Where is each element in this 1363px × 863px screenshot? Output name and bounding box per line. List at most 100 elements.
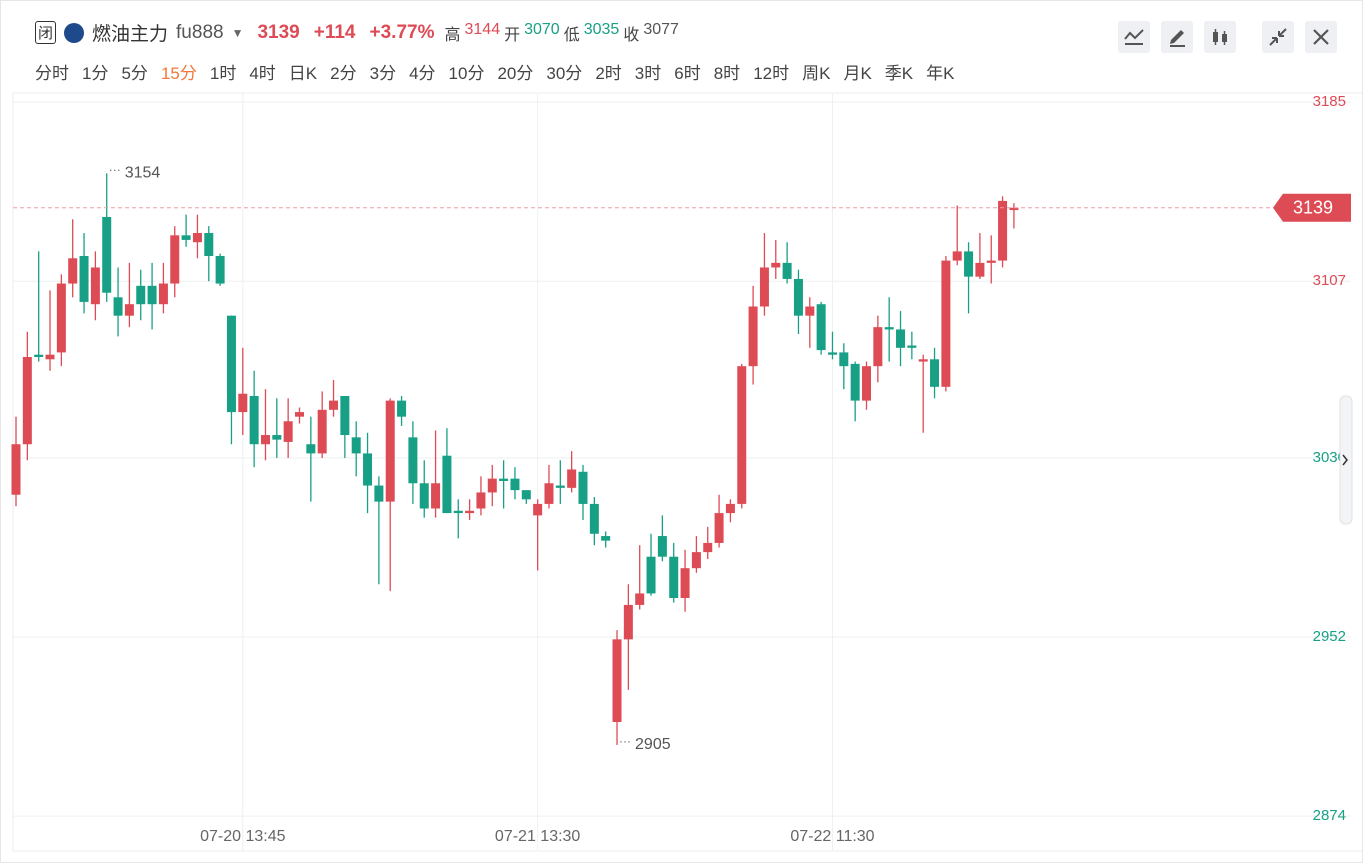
candle-body (850, 363, 860, 401)
candle-body (771, 262, 781, 268)
candle-body (589, 503, 599, 534)
extreme-label: 2905 (635, 736, 671, 753)
candle-body (272, 435, 282, 440)
candle-body (748, 306, 758, 367)
scroll-handle (1339, 395, 1353, 525)
timeframe-tab[interactable]: 20分 (497, 64, 534, 83)
stat-label: 低 (563, 26, 580, 44)
candle-body (759, 267, 769, 307)
last-price-badge (1273, 193, 1351, 222)
timeframe-tab[interactable]: 4分 (409, 64, 436, 83)
y-tick-label: 3030 (1313, 449, 1346, 466)
candle-type-button[interactable] (1204, 21, 1236, 53)
x-tick-label: 07-20 13:45 (200, 828, 286, 845)
timeframe-tab[interactable]: 2时 (595, 64, 622, 83)
draw-button[interactable] (1161, 21, 1193, 53)
candle-body (408, 437, 418, 484)
timeframe-tab[interactable]: 4时 (249, 64, 276, 83)
candle-body (737, 366, 747, 504)
candle-body (397, 400, 407, 417)
instrument-name[interactable]: 燃油主力 (92, 24, 169, 45)
candle-body (1009, 207, 1019, 211)
candle-body (725, 503, 735, 514)
timeframe-tab[interactable]: 周K (802, 64, 831, 83)
candle-body (34, 354, 44, 357)
timeframe-tab[interactable]: 日K (288, 64, 318, 83)
candle-body (793, 278, 803, 316)
timeframe-tab[interactable]: 15分 (160, 64, 197, 83)
timeframe-tab[interactable]: 1时 (209, 64, 237, 83)
candle-body (102, 216, 112, 293)
timeframe-tab[interactable]: 3分 (369, 64, 397, 83)
stat-value: 3070 (524, 20, 560, 38)
candle-body (873, 327, 883, 367)
timeframe-tab[interactable]: 2分 (330, 64, 357, 83)
candle-body (11, 444, 21, 495)
extreme-marker: ··· (619, 734, 631, 748)
candle-body (680, 568, 690, 599)
timeframe-tab[interactable]: 5分 (121, 64, 148, 83)
candle-body (385, 400, 395, 502)
last-price-label: 3139 (1293, 198, 1333, 218)
candle-body (340, 396, 350, 436)
stats: 高 3144 开 3070 低 3035 收 3077 (444, 21, 682, 45)
timeframe-tab[interactable]: 8时 (713, 64, 741, 83)
x-tick-label: 07-22 11:30 (790, 828, 874, 845)
candle-body (816, 304, 826, 351)
candle-body (226, 315, 236, 413)
candle-body (465, 510, 475, 514)
candle-body (249, 396, 259, 445)
y-tick-label: 3107 (1313, 272, 1346, 289)
candle-body (499, 478, 509, 481)
extreme-label: 3154 (125, 165, 161, 182)
candle-body (419, 483, 429, 509)
shrink-button[interactable] (1262, 21, 1294, 53)
candle-body (295, 412, 304, 417)
candle-body (918, 359, 928, 362)
candle-body (363, 453, 373, 486)
timeframe-tab[interactable]: 6时 (674, 64, 701, 83)
y-tick-label: 2952 (1313, 628, 1346, 645)
price: 3139 (257, 21, 300, 43)
candle-body (567, 469, 577, 488)
candle-body (986, 260, 996, 263)
change: +114 (313, 21, 356, 43)
timeframe-tab[interactable]: 3时 (634, 64, 662, 83)
instrument-code[interactable]: fu888 (176, 21, 224, 43)
candle-body (714, 513, 724, 543)
timeframe-tab[interactable]: 月K (843, 64, 872, 83)
close-button[interactable] (1305, 21, 1337, 53)
candle-body (623, 604, 633, 640)
timeframe-tab[interactable]: 1分 (82, 64, 109, 83)
candle-body (521, 490, 531, 500)
candle-body (215, 255, 225, 284)
timeframe-tab[interactable]: 分时 (35, 64, 69, 83)
candle-body (578, 471, 588, 504)
stat-label: 开 (504, 26, 521, 44)
timeframe-tab[interactable]: 季K (884, 64, 914, 83)
candle-body (964, 251, 974, 277)
indicator-button[interactable] (1118, 21, 1150, 53)
stat-value: 3144 (464, 20, 501, 38)
candle-body (351, 437, 361, 454)
timeframe-tab[interactable]: 年K (926, 64, 955, 83)
candle-body (862, 366, 871, 401)
candle-body (329, 400, 339, 410)
candle-body (907, 345, 917, 348)
candle-body (238, 393, 248, 413)
candle-body (453, 510, 463, 514)
candle-body (113, 297, 123, 316)
candle-body (975, 262, 985, 277)
candle-body (487, 478, 497, 493)
timeframe-tab[interactable]: 30分 (546, 64, 583, 83)
timeframe-tab[interactable]: 10分 (448, 64, 485, 83)
stat-label: 高 (444, 26, 461, 44)
y-tick-label: 3185 (1313, 93, 1346, 110)
timeframe-tab[interactable]: 12时 (753, 64, 790, 83)
timeframe-tabs: 分时 1分 5分 15分 1时 4时 日K 2分 3分 4分 10分 20分 30分 2时 3时 6时 8时 12… (35, 59, 967, 84)
candle-body (204, 233, 214, 256)
candle-body (998, 200, 1008, 261)
dropdown-arrow[interactable]: ▼ (231, 25, 244, 40)
